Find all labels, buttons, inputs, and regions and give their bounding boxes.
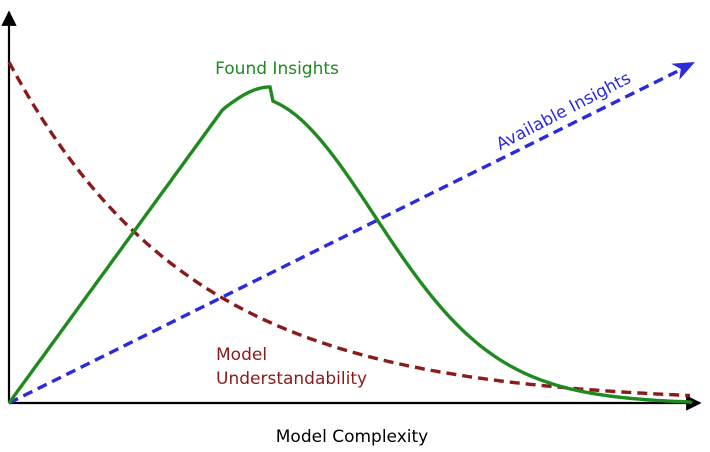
available-insights-curve xyxy=(8,68,681,405)
found-insights-label: Found Insights xyxy=(215,59,339,79)
understandability-label-line-1: Model xyxy=(216,345,267,365)
understandability-label-line-2: Understandability xyxy=(216,369,367,389)
model-understandability-curve xyxy=(7,61,691,398)
found-insights-curve xyxy=(7,85,693,405)
available-insights-arrowhead xyxy=(671,62,695,80)
available-insights-label: Available Insights xyxy=(493,68,634,155)
x-axis-label: Model Complexity xyxy=(276,427,428,447)
